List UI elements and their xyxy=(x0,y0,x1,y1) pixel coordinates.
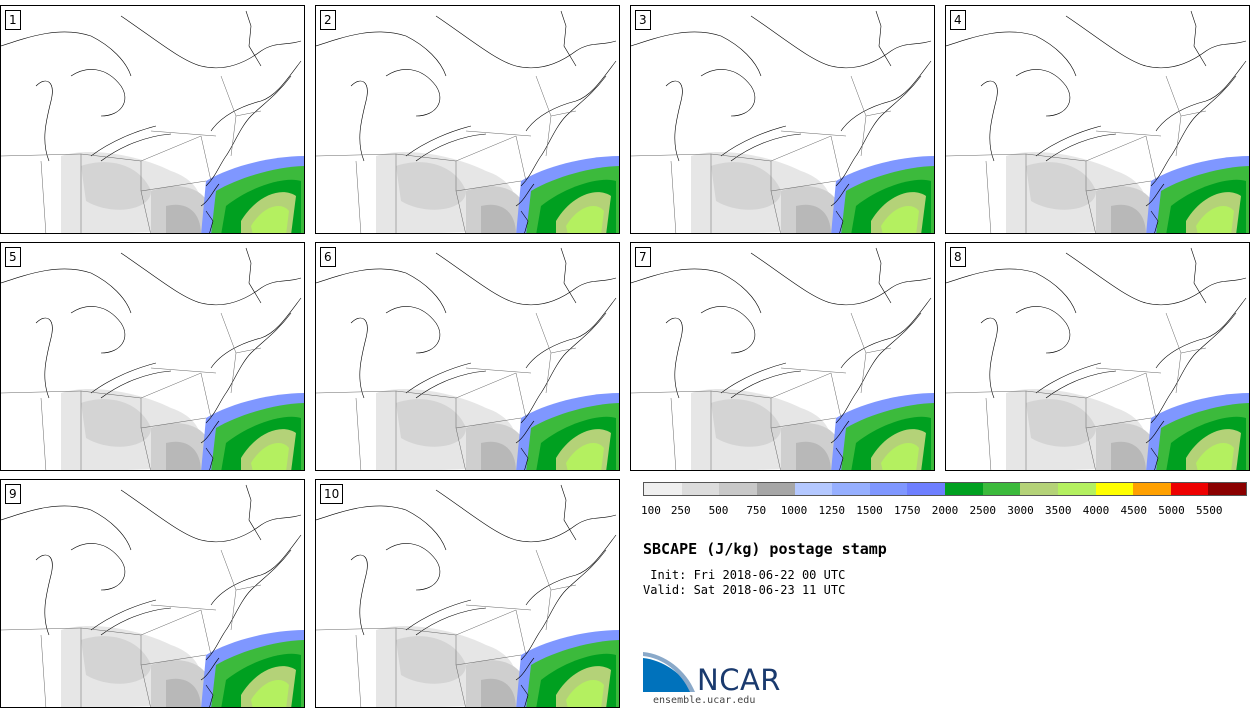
init-time: Init: Fri 2018-06-22 00 UTC xyxy=(643,568,846,582)
sbcape-map xyxy=(631,247,934,470)
colorbar-swatch xyxy=(756,483,795,495)
colorbar-swatch xyxy=(719,483,757,495)
colorbar-tick-label: 4000 xyxy=(1082,504,1110,517)
ncar-logo-icon xyxy=(643,652,695,692)
colorbar-swatch xyxy=(869,483,908,495)
colorbar-tick-label: 2500 xyxy=(969,504,997,517)
panel-number: 7 xyxy=(635,247,651,267)
colorbar xyxy=(643,482,1247,496)
colorbar-swatch xyxy=(1208,483,1246,495)
sbcape-map xyxy=(1,247,304,470)
colorbar-ticks: 100 250 500 750 1000 1250 1500 1750 2000 2500 3000… xyxy=(641,504,1247,518)
colorbar-tick-label: 5500 xyxy=(1196,504,1223,517)
valid-time: Valid: Sat 2018-06-23 11 UTC xyxy=(643,583,846,597)
sbcape-map xyxy=(946,247,1249,470)
sbcape-map xyxy=(316,484,619,707)
colorbar-swatch xyxy=(644,483,682,495)
sbcape-map xyxy=(1,484,304,707)
sbcape-map xyxy=(1,10,304,233)
panel-number: 3 xyxy=(635,10,651,30)
colorbar-tick-label: 100 xyxy=(641,504,661,517)
map-panel-9: 9 xyxy=(0,479,305,708)
colorbar-swatch xyxy=(1020,483,1058,495)
colorbar-swatch xyxy=(1095,483,1134,495)
map-title: SBCAPE (J/kg) postage stamp xyxy=(643,540,887,558)
colorbar-tick-label: 2000 xyxy=(931,504,959,517)
colorbar-swatch xyxy=(982,483,1021,495)
colorbar-tick-label: 1000 xyxy=(780,504,808,517)
panel-number: 9 xyxy=(5,484,21,504)
colorbar-tick-label: 5000 xyxy=(1158,504,1185,517)
sbcape-map xyxy=(946,10,1249,233)
colorbar-swatch xyxy=(945,483,983,495)
colorbar-tick-label: 750 xyxy=(746,504,767,517)
map-panel-7: 7 xyxy=(630,242,935,471)
colorbar-swatch xyxy=(794,483,833,495)
sbcape-map xyxy=(316,10,619,233)
colorbar-tick-label: 1250 xyxy=(818,504,846,517)
map-panel-10: 10 xyxy=(315,479,620,708)
panel-number: 2 xyxy=(320,10,336,30)
map-panel-2: 2 xyxy=(315,5,620,234)
colorbar-tick-label: 4500 xyxy=(1120,504,1148,517)
panel-number: 5 xyxy=(5,247,21,267)
colorbar-tick-label: 1750 xyxy=(894,504,921,517)
colorbar-tick-label: 500 xyxy=(708,504,729,517)
sbcape-map xyxy=(316,247,619,470)
colorbar-swatch xyxy=(681,483,720,495)
panel-number: 1 xyxy=(5,10,21,30)
panel-number: 10 xyxy=(320,484,344,504)
panel-number: 6 xyxy=(320,247,336,267)
map-panel-8: 8 xyxy=(945,242,1250,471)
colorbar-tick-label: 250 xyxy=(670,504,691,517)
colorbar-swatch xyxy=(1133,483,1171,495)
logo-text: NCAR xyxy=(697,663,781,697)
colorbar-tick-label: 3500 xyxy=(1045,504,1072,517)
panel-number: 4 xyxy=(950,10,966,30)
colorbar-swatch xyxy=(832,483,870,495)
map-panel-1: 1 xyxy=(0,5,305,234)
map-panel-4: 4 xyxy=(945,5,1250,234)
colorbar-tick-label: 3000 xyxy=(1007,504,1034,517)
colorbar-tick-label: 1500 xyxy=(856,504,883,517)
map-panel-3: 3 xyxy=(630,5,935,234)
site-url: ensemble.ucar.edu xyxy=(653,695,756,706)
colorbar-swatch xyxy=(1057,483,1096,495)
map-panel-5: 5 xyxy=(0,242,305,471)
map-panel-6: 6 xyxy=(315,242,620,471)
panel-number: 8 xyxy=(950,247,966,267)
sbcape-map xyxy=(631,10,934,233)
colorbar-swatch xyxy=(907,483,945,495)
colorbar-swatch xyxy=(1170,483,1209,495)
